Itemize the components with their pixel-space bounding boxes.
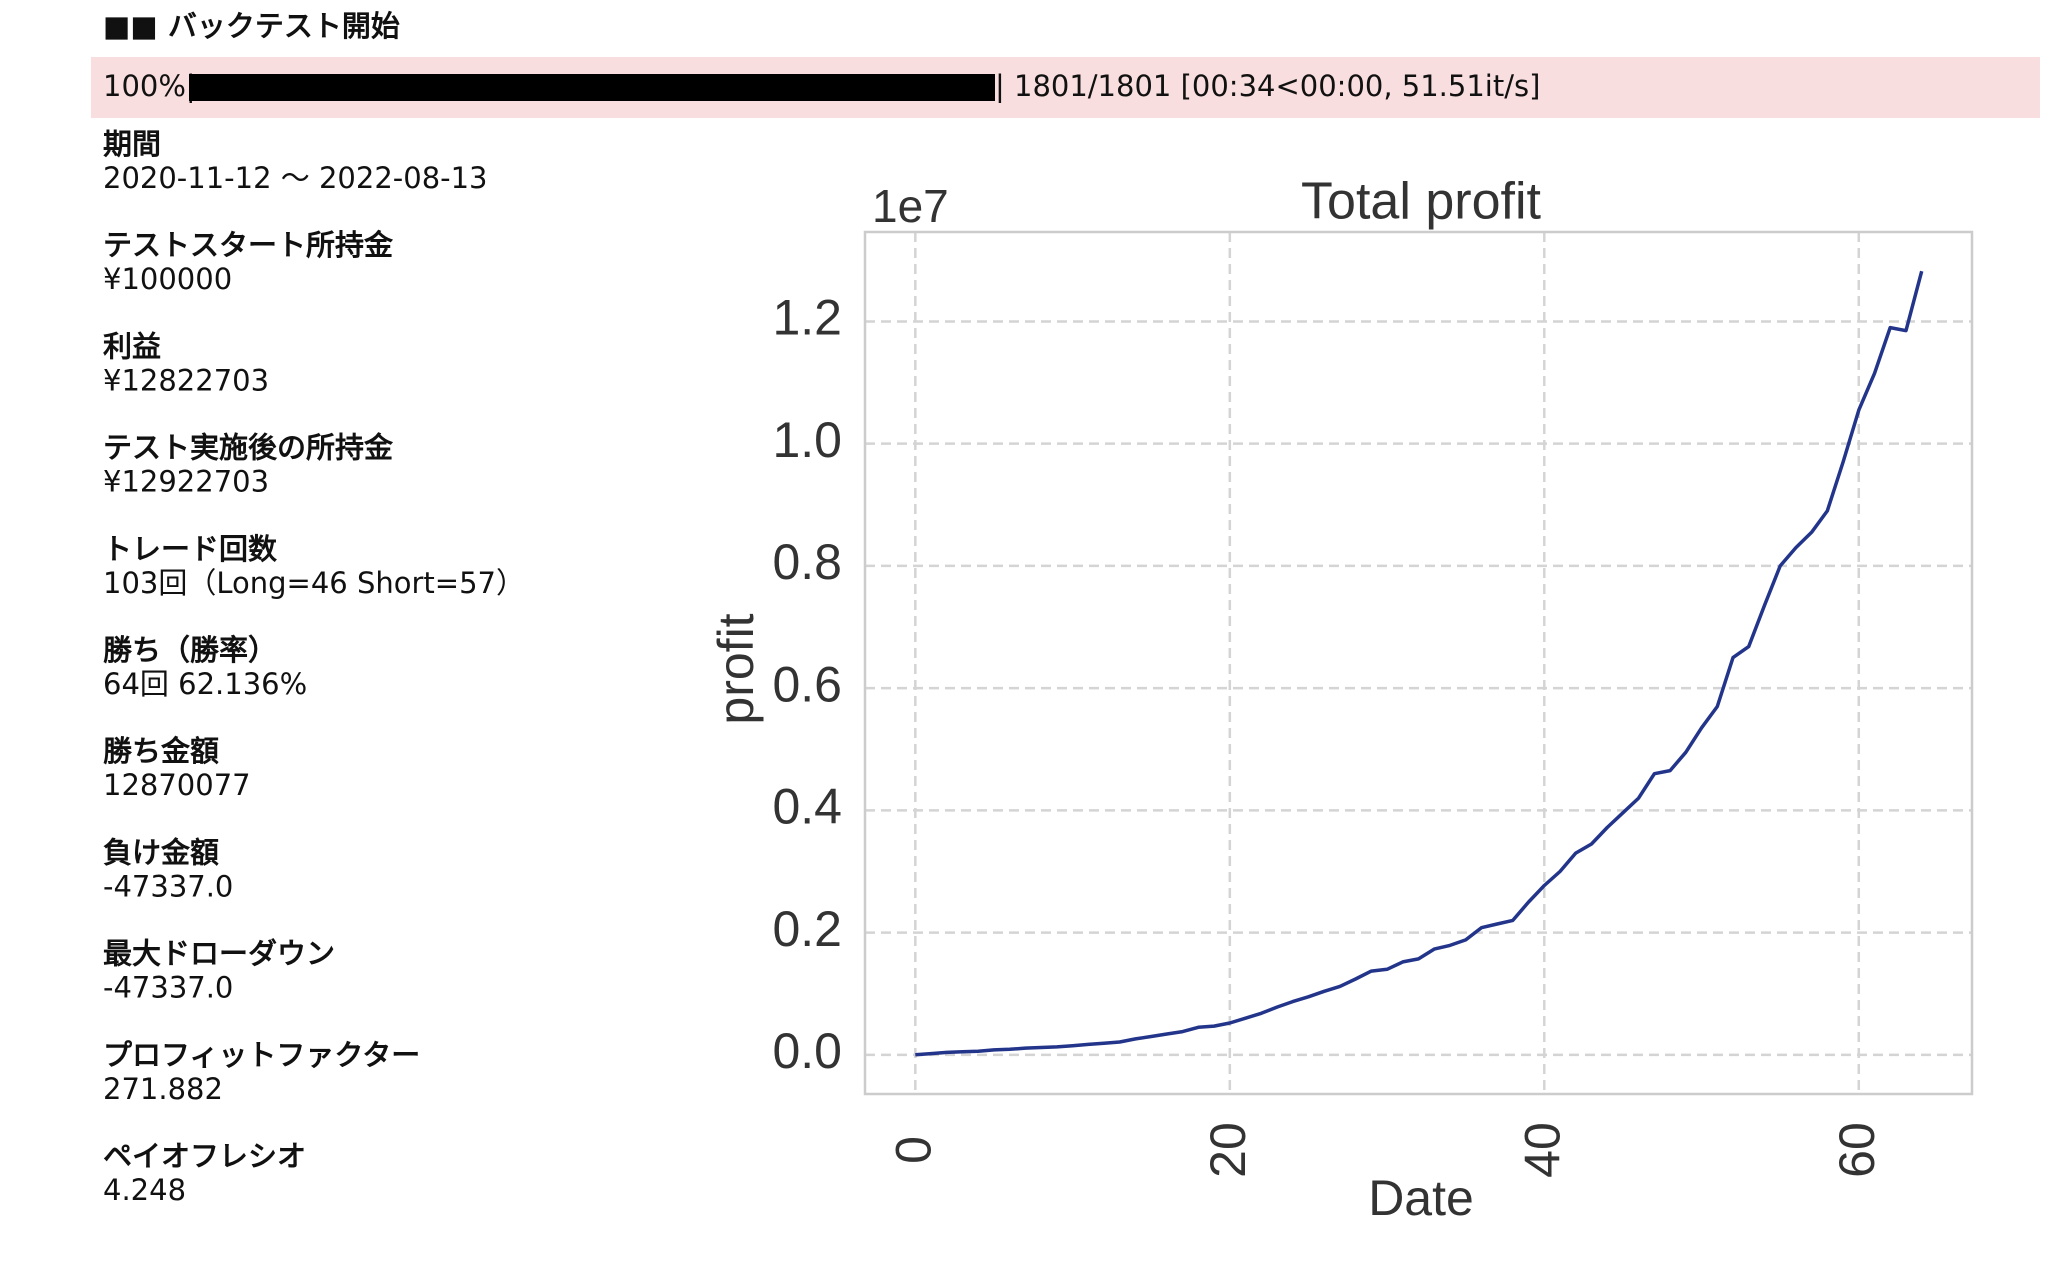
y-tick-label: 1.2 (772, 290, 842, 346)
chart: Total profit 1e7 profit Date 0.0 0.2 0.4 0.… (708, 173, 1974, 1226)
stat-label: 負け金額 (103, 835, 219, 869)
stat-label: テストスタート所持金 (103, 228, 394, 262)
header-title: ■■ バックテスト開始 (103, 9, 400, 43)
stat-label: 期間 (103, 127, 161, 161)
stat-label: ペイオフレシオ (103, 1139, 306, 1173)
stat-value: -47337.0 (103, 971, 233, 1005)
y-tick-label: 0.6 (772, 656, 842, 712)
x-tick-label: 40 (1514, 1122, 1570, 1178)
stat-value: 271.882 (103, 1072, 223, 1106)
stat-value: 4.248 (103, 1173, 186, 1207)
stat-value: ¥100000 (103, 262, 232, 296)
stat-label: テスト実施後の所持金 (103, 431, 394, 465)
axes-frame (863, 230, 1974, 1096)
x-axis-label: Date (1368, 1170, 1474, 1226)
stat-label: プロフィットファクター (103, 1038, 420, 1072)
profit-line (915, 270, 1924, 1057)
progress-stats: | 1801/1801 [00:34<00:00, 51.51it/s] (995, 69, 1540, 103)
stat-value: ¥12922703 (103, 465, 269, 499)
y-tick-label: 1.0 (772, 412, 842, 468)
stat-label: トレード回数 (103, 532, 278, 566)
progress-label: 100%| (103, 69, 196, 103)
x-tick-label: 20 (1200, 1122, 1256, 1178)
stat-value: -47337.0 (103, 869, 233, 903)
y-tick-label: 0.8 (772, 534, 842, 590)
stat-label: 勝ち金額 (103, 734, 219, 768)
x-tick-label: 60 (1829, 1122, 1885, 1178)
offset-text: 1e7 (872, 180, 949, 232)
y-tick-label: 0.2 (772, 901, 842, 957)
stat-value: 2020-11-12 〜 2022-08-13 (103, 161, 488, 195)
stat-value: 64回 62.136% (103, 667, 307, 701)
x-tick-label: 0 (886, 1136, 942, 1164)
progress-bar (189, 74, 995, 101)
stat-label: 勝ち（勝率） (103, 633, 277, 667)
stat-label: 利益 (103, 329, 161, 363)
y-tick-label: 0.0 (772, 1023, 842, 1079)
chart-title: Total profit (1301, 173, 1541, 231)
stat-value: 12870077 (103, 768, 251, 802)
stat-value: 103回（Long=46 Short=57） (103, 566, 525, 600)
stat-value: ¥12822703 (103, 363, 269, 397)
stat-label: 最大ドローダウン (103, 937, 335, 971)
y-axis-label: profit (708, 613, 764, 724)
y-tick-label: 0.4 (772, 779, 842, 835)
